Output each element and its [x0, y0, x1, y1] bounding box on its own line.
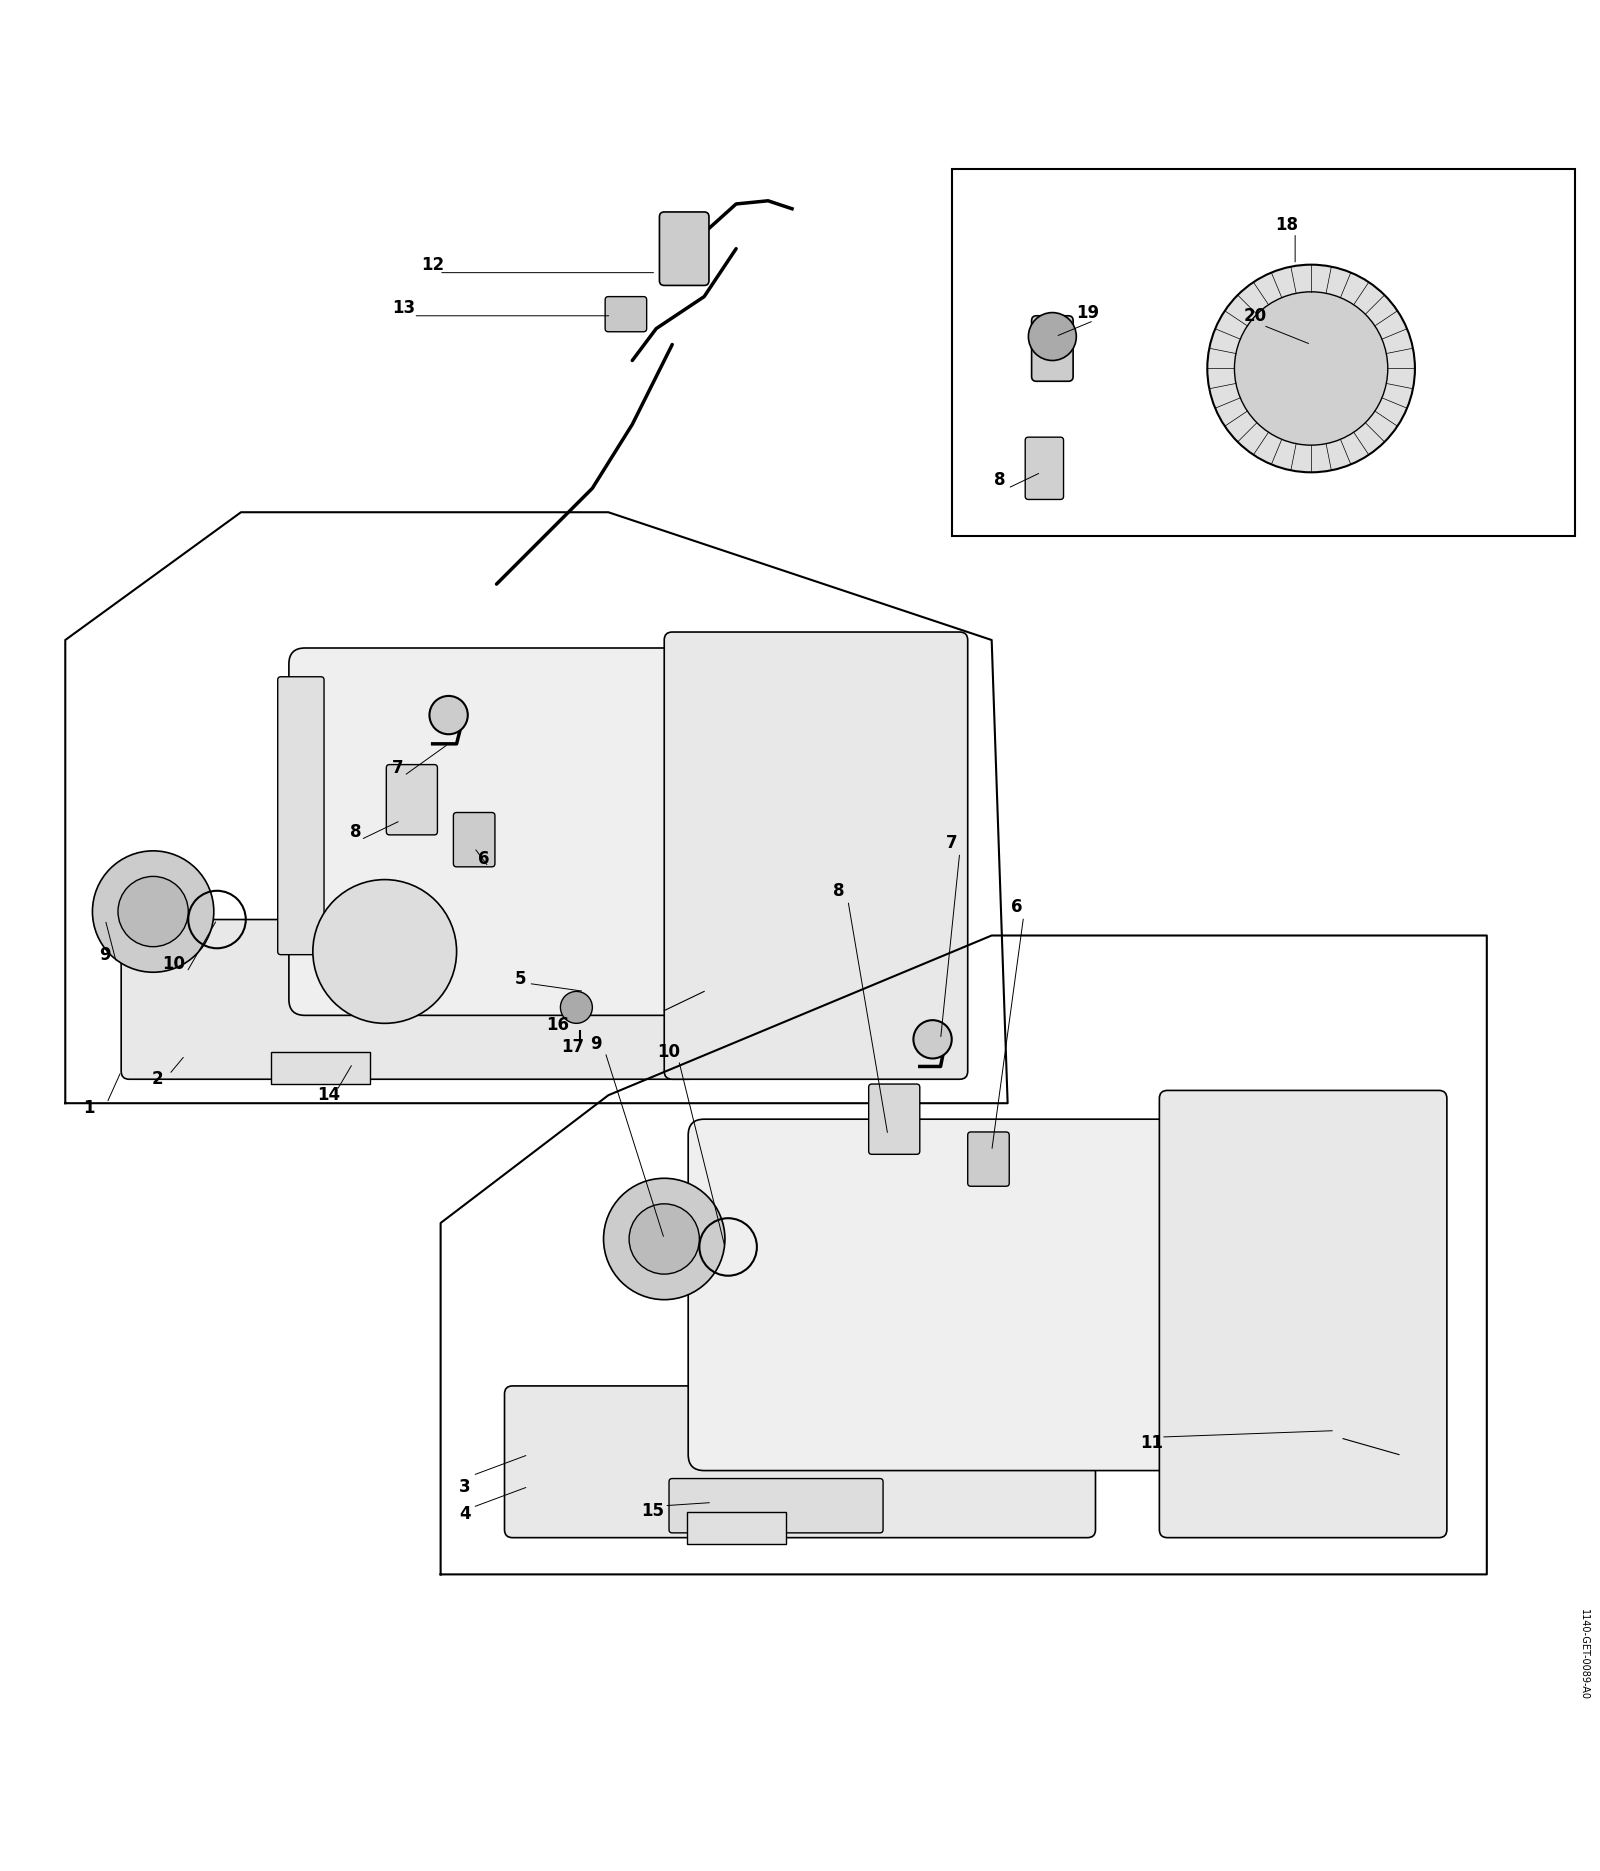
FancyBboxPatch shape	[605, 297, 646, 331]
Text: 19: 19	[1075, 303, 1099, 322]
FancyBboxPatch shape	[968, 1132, 1010, 1186]
Text: 20: 20	[1243, 307, 1267, 326]
Circle shape	[93, 851, 214, 973]
FancyBboxPatch shape	[290, 647, 928, 1016]
Text: 2: 2	[152, 1070, 163, 1089]
Text: 17: 17	[562, 1038, 584, 1057]
FancyBboxPatch shape	[504, 1386, 1096, 1538]
Text: 5: 5	[515, 969, 526, 988]
Text: 8: 8	[832, 881, 845, 900]
Text: 13: 13	[392, 299, 416, 316]
Text: 7: 7	[392, 760, 403, 776]
Circle shape	[118, 876, 189, 947]
Text: 1: 1	[83, 1098, 94, 1117]
FancyBboxPatch shape	[386, 765, 437, 834]
Circle shape	[429, 696, 467, 733]
Circle shape	[1029, 312, 1077, 361]
FancyBboxPatch shape	[686, 1512, 786, 1544]
Text: 12: 12	[421, 256, 445, 273]
FancyBboxPatch shape	[688, 1119, 1422, 1471]
FancyBboxPatch shape	[664, 632, 968, 1080]
Circle shape	[560, 992, 592, 1023]
Text: 14: 14	[317, 1087, 341, 1104]
Text: 9: 9	[590, 1035, 602, 1053]
Text: 9: 9	[99, 945, 110, 964]
Circle shape	[314, 879, 456, 1023]
FancyBboxPatch shape	[869, 1083, 920, 1154]
Text: 7: 7	[946, 834, 957, 851]
Text: 3: 3	[459, 1478, 470, 1495]
FancyBboxPatch shape	[272, 1052, 370, 1083]
FancyBboxPatch shape	[278, 677, 325, 954]
FancyBboxPatch shape	[1026, 438, 1064, 500]
Circle shape	[629, 1203, 699, 1274]
Text: 15: 15	[642, 1502, 664, 1519]
FancyBboxPatch shape	[1160, 1091, 1446, 1538]
Circle shape	[1235, 292, 1387, 445]
FancyBboxPatch shape	[669, 1478, 883, 1532]
Text: 8: 8	[994, 471, 1005, 490]
Text: 6: 6	[1011, 898, 1022, 915]
FancyBboxPatch shape	[659, 211, 709, 286]
Text: 1140-GET-0089-A0: 1140-GET-0089-A0	[1579, 1609, 1589, 1699]
Text: 6: 6	[478, 849, 490, 868]
FancyBboxPatch shape	[1032, 316, 1074, 382]
Circle shape	[603, 1179, 725, 1300]
FancyBboxPatch shape	[453, 812, 494, 866]
Circle shape	[1208, 264, 1414, 471]
Bar	[952, 168, 1574, 537]
FancyBboxPatch shape	[122, 919, 696, 1080]
Text: 8: 8	[350, 823, 362, 840]
Text: 4: 4	[459, 1504, 470, 1523]
Circle shape	[914, 1020, 952, 1059]
Text: 11: 11	[1139, 1435, 1163, 1452]
Text: 16: 16	[546, 1016, 568, 1035]
Text: 18: 18	[1275, 215, 1299, 234]
Text: 10: 10	[162, 956, 186, 973]
Text: 10: 10	[658, 1044, 680, 1061]
